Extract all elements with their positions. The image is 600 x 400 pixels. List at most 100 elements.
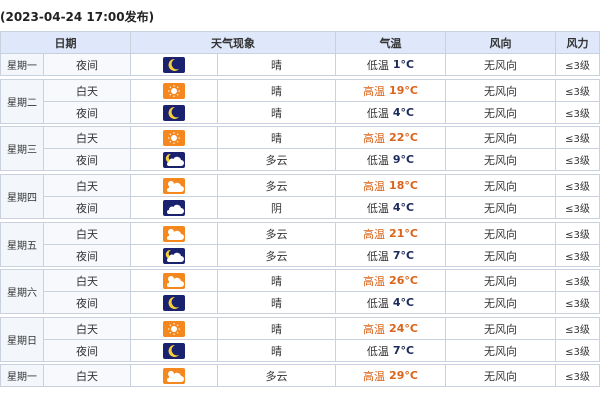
temp-value: 29°C [389,369,418,382]
temp-label: 高温 [363,227,386,241]
temp-cell: 低温 1°C [335,53,446,76]
temp-label: 低温 [366,58,389,72]
temp-cell: 高温 22°C [335,126,446,149]
temp-label: 高温 [363,322,386,336]
wind-power-cell: ≤3级 [555,244,600,267]
temp-value: 7°C [392,249,415,262]
weather-desc-cell: 晴 [217,126,336,149]
wind-direction-cell: 无风向 [445,126,556,149]
period-cell: 白天 [43,174,131,197]
sun-icon [163,82,185,99]
temp-cell: 高温 21°C [335,222,446,245]
moon-icon [163,342,185,359]
date-cell: 星期二 [0,79,44,124]
temp-cell: 高温 29°C [335,364,446,387]
wind-power-cell: ≤3级 [555,222,600,245]
wind-direction-cell: 无风向 [445,101,556,124]
weather-icon-cell [130,196,218,219]
weather-desc-cell: 晴 [217,317,336,340]
weather-desc-cell: 阴 [217,196,336,219]
temp-label: 低温 [366,249,389,263]
wind-direction-cell: 无风向 [445,291,556,314]
date-cell: 星期四 [0,174,44,219]
wind-power-cell: ≤3级 [555,269,600,292]
date-cell: 星期一 [0,53,44,76]
weather-icon-cell [130,79,218,102]
weather-desc-cell: 多云 [217,148,336,171]
temp-value: 1°C [392,58,415,71]
weather-desc-cell: 多云 [217,244,336,267]
temp-value: 9°C [392,153,415,166]
weather-desc-cell: 晴 [217,53,336,76]
temp-label: 低温 [366,201,389,215]
temp-value: 4°C [392,296,415,309]
wind-direction-cell: 无风向 [445,269,556,292]
sun-icon [163,320,185,337]
sun-cloud-icon [163,367,185,384]
weather-icon-cell [130,101,218,124]
wind-power-cell: ≤3级 [555,79,600,102]
temp-label: 低温 [366,153,389,167]
moon-cloud-icon [163,151,185,168]
header-date: 日期 [0,31,131,54]
wind-direction-cell: 无风向 [445,339,556,362]
wind-direction-cell: 无风向 [445,244,556,267]
wind-power-cell: ≤3级 [555,196,600,219]
temp-cell: 高温 19°C [335,79,446,102]
weather-icon-cell [130,174,218,197]
temp-value: 4°C [392,106,415,119]
header-temp: 气温 [335,31,446,54]
temp-label: 高温 [363,84,386,98]
weather-icon-cell [130,291,218,314]
sun-cloud-icon [163,177,185,194]
temp-value: 22°C [389,131,418,144]
temp-value: 19°C [389,84,418,97]
temp-value: 21°C [389,227,418,240]
temp-value: 7°C [392,344,415,357]
wind-power-cell: ≤3级 [555,126,600,149]
weather-desc-cell: 多云 [217,174,336,197]
wind-power-cell: ≤3级 [555,317,600,340]
temp-value: 18°C [389,179,418,192]
wind-direction-cell: 无风向 [445,148,556,171]
sun-cloud-icon [163,272,185,289]
wind-direction-cell: 无风向 [445,222,556,245]
weather-icon-cell [130,222,218,245]
weather-desc-cell: 晴 [217,291,336,314]
temp-label: 高温 [363,179,386,193]
period-cell: 夜间 [43,339,131,362]
moon-icon [163,56,185,73]
sun-icon [163,129,185,146]
header-weather: 天气现象 [130,31,336,54]
weather-desc-cell: 多云 [217,222,336,245]
temp-cell: 高温 24°C [335,317,446,340]
weather-desc-cell: 晴 [217,79,336,102]
temp-cell: 低温 7°C [335,244,446,267]
weather-icon-cell [130,126,218,149]
wind-direction-cell: 无风向 [445,174,556,197]
period-cell: 白天 [43,126,131,149]
period-cell: 夜间 [43,101,131,124]
temp-cell: 低温 4°C [335,101,446,124]
period-cell: 白天 [43,222,131,245]
wind-power-cell: ≤3级 [555,148,600,171]
moon-cloud-icon [163,247,185,264]
period-cell: 夜间 [43,244,131,267]
temp-value: 24°C [389,322,418,335]
temp-cell: 高温 18°C [335,174,446,197]
wind-power-cell: ≤3级 [555,291,600,314]
period-cell: 夜间 [43,196,131,219]
weather-desc-cell: 晴 [217,269,336,292]
date-cell: 星期六 [0,269,44,314]
moon-icon [163,104,185,121]
temp-label: 低温 [366,296,389,310]
wind-direction-cell: 无风向 [445,364,556,387]
weather-icon-cell [130,244,218,267]
wind-power-cell: ≤3级 [555,101,600,124]
weather-icon-cell [130,364,218,387]
weather-icon-cell [130,53,218,76]
period-cell: 白天 [43,269,131,292]
date-cell: 星期三 [0,126,44,171]
temp-label: 高温 [363,369,386,383]
temp-label: 低温 [366,106,389,120]
